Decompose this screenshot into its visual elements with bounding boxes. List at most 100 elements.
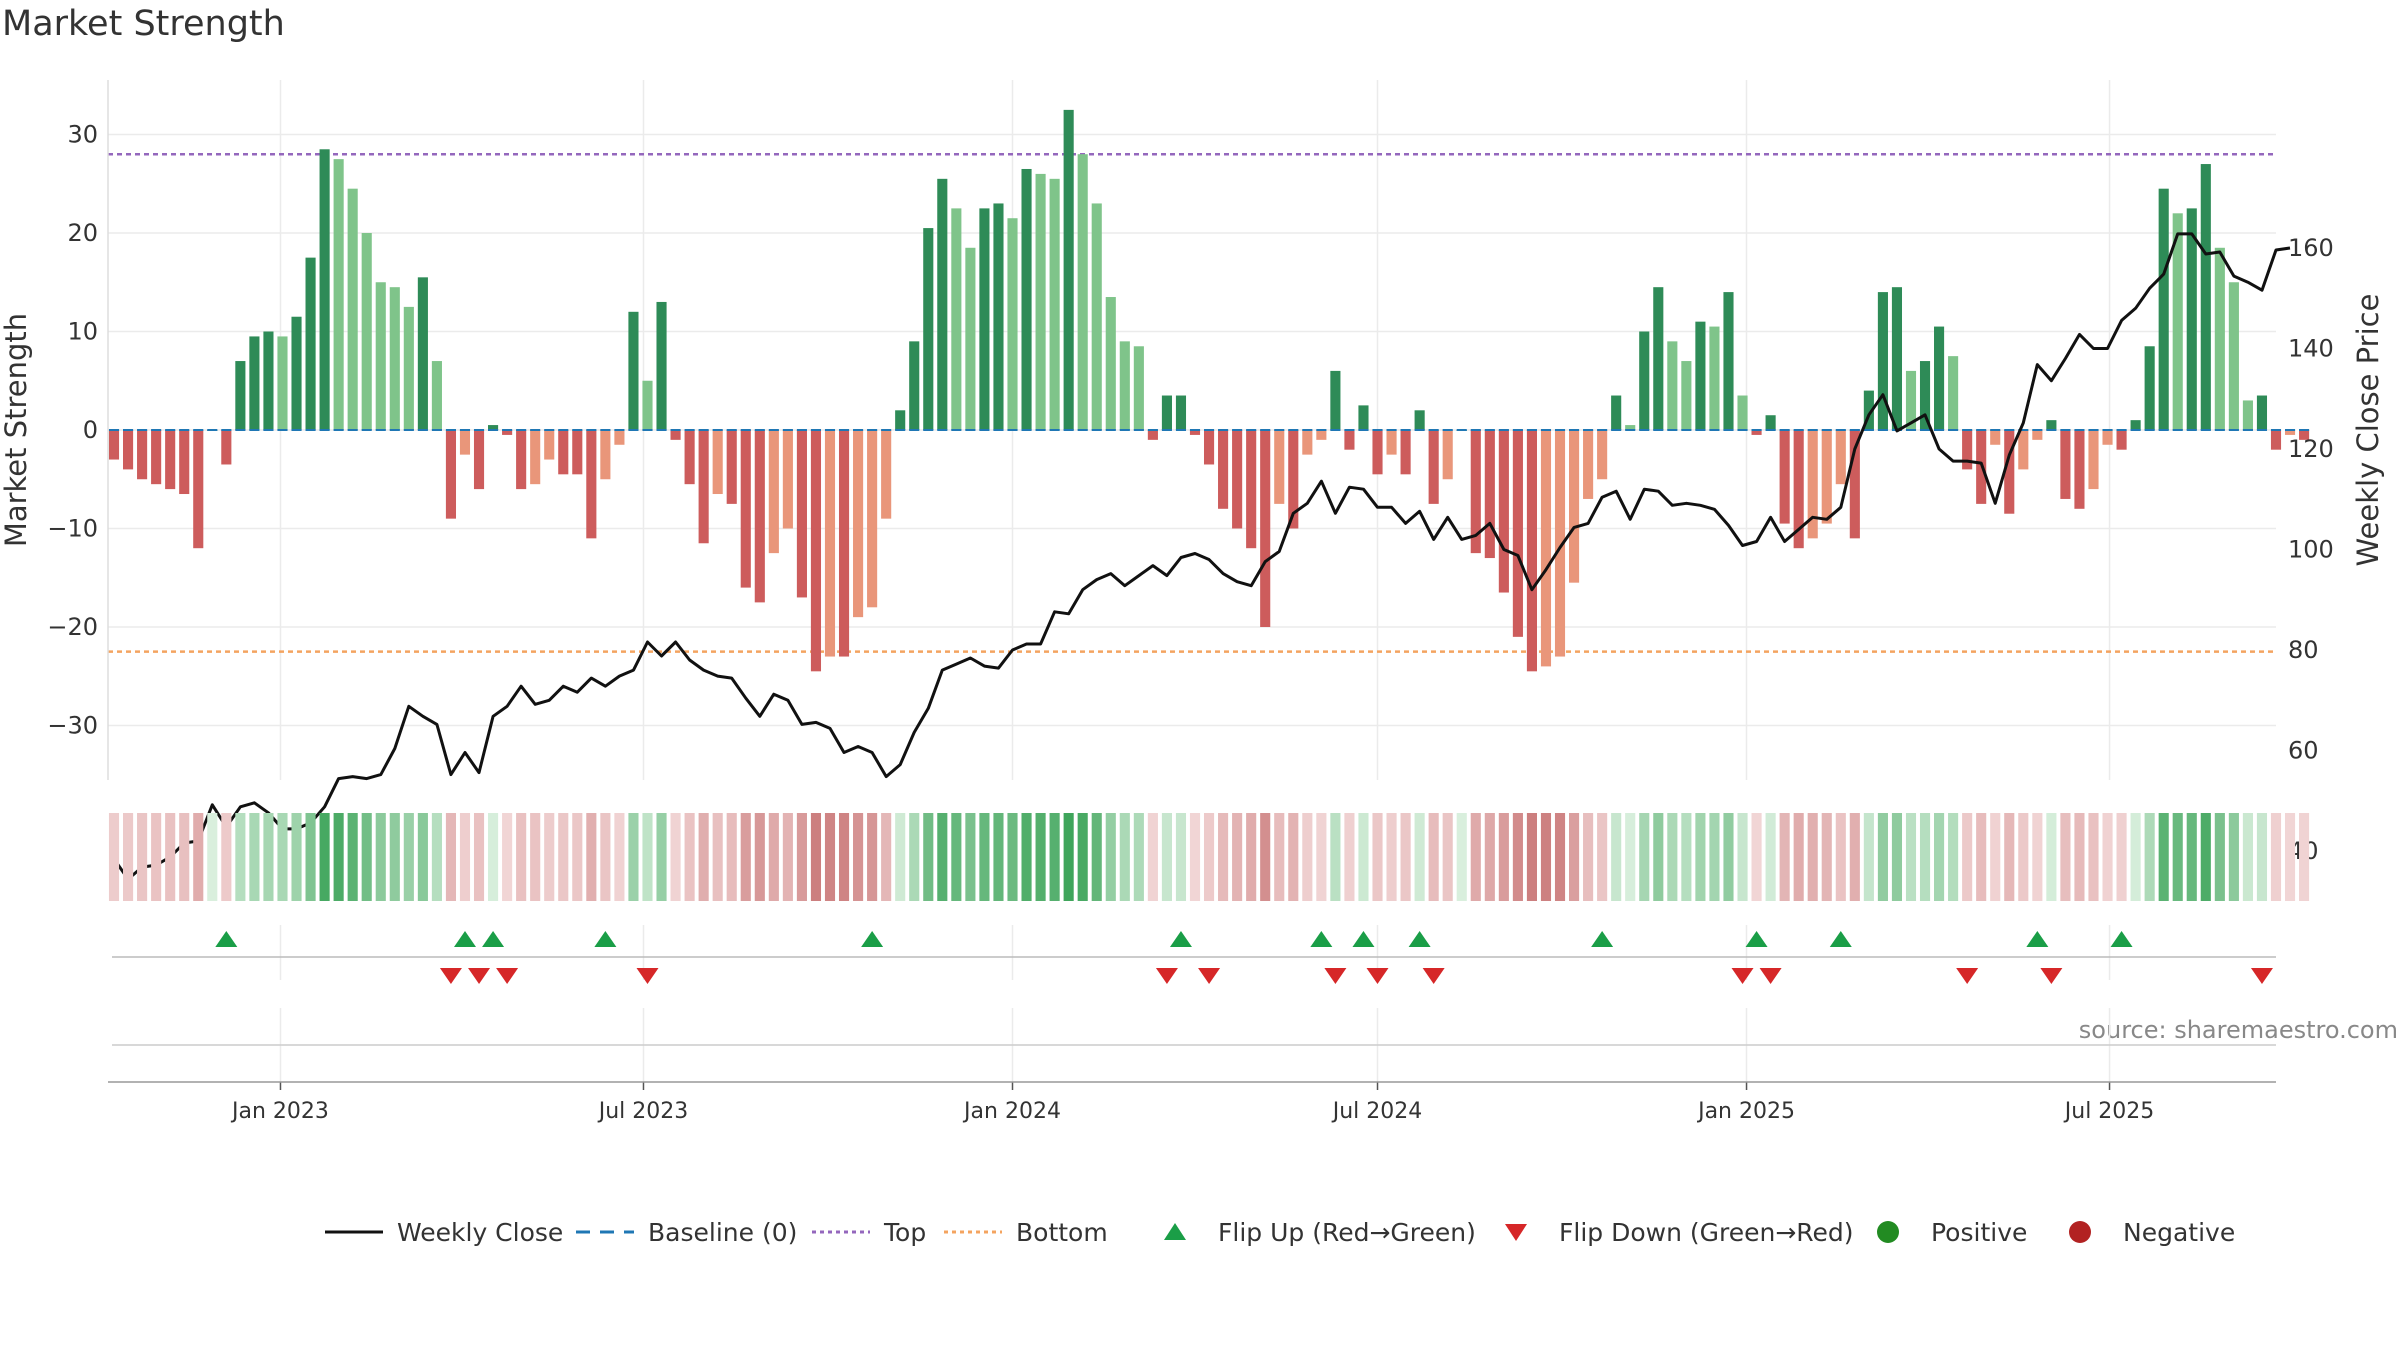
flip-down-marker	[636, 968, 659, 984]
strength-bar	[277, 336, 288, 431]
strength-bar	[1863, 390, 1874, 430]
y2-tick-label: 140	[2288, 335, 2334, 363]
flip-down-marker	[1324, 968, 1347, 984]
heat-strip-cell	[979, 813, 990, 901]
flip-down-marker	[1759, 968, 1782, 984]
strength-bar	[1344, 430, 1355, 450]
heat-strip-cell	[1695, 813, 1706, 901]
strength-bar	[1709, 326, 1720, 430]
strength-bar	[1091, 203, 1102, 430]
heat-strip-cell	[361, 813, 372, 901]
strength-bar	[2214, 247, 2225, 430]
heat-strip-cell	[923, 813, 934, 901]
flip-up-marker	[2026, 931, 2049, 947]
heat-strip-cell	[2200, 813, 2211, 901]
grid-layer	[108, 80, 2276, 1082]
heat-strip-cell	[1639, 813, 1650, 901]
strength-bar	[459, 430, 471, 455]
heat-strip-cell	[853, 813, 864, 901]
strength-bar	[684, 430, 695, 485]
legend-label: Baseline (0)	[648, 1218, 797, 1247]
strength-bar	[1962, 430, 1973, 470]
heat-strip-cell	[1723, 813, 1734, 901]
strength-bar	[1681, 361, 1692, 430]
strength-bar	[656, 301, 667, 430]
heat-strip-cell	[838, 813, 850, 901]
strength-bar	[1330, 370, 1341, 430]
heat-strip-cell	[1414, 813, 1425, 901]
flip-up-marker	[1408, 931, 1431, 947]
heat-strip-cell	[502, 813, 513, 901]
heat-strip-cell	[1372, 813, 1383, 901]
strength-bar	[1611, 395, 1622, 430]
legend-swatch-dot	[2069, 1221, 2091, 1243]
strength-bar	[937, 178, 948, 430]
heat-strip-cell	[137, 813, 148, 901]
heat-strip-cell	[2158, 813, 2169, 901]
strength-bar	[1035, 173, 1046, 430]
heat-strip	[108, 813, 2310, 901]
heat-strip-cell	[249, 813, 260, 901]
heat-strip-cell	[586, 813, 597, 901]
heat-strip-cell	[417, 813, 428, 901]
heat-strip-cell	[1569, 813, 1580, 901]
axes: −30 −20 −10 0 10 20 30 Jan 2023 Jul 2023 Jan 2024…	[0, 80, 2385, 1124]
flip-up-marker	[1591, 931, 1614, 947]
heat-strip-cell	[1274, 813, 1285, 901]
heat-strip-cell	[1218, 813, 1229, 901]
heat-strip-cell	[1498, 813, 1509, 901]
heat-strip-cell	[445, 813, 457, 901]
legend-swatch-tri-up	[1164, 1223, 1186, 1240]
strength-bar	[1723, 292, 1734, 430]
strength-bar	[1133, 346, 1144, 430]
heat-strip-cell	[1442, 813, 1453, 901]
heat-strip-cell	[642, 813, 653, 901]
legend-item: Bottom	[944, 1218, 1108, 1247]
strength-bar	[1807, 430, 1818, 539]
heat-strip-cell	[277, 813, 288, 901]
heat-strip-cell	[782, 813, 793, 901]
strength-bar	[473, 430, 485, 490]
heat-strip-cell	[993, 813, 1004, 901]
strength-bar	[993, 203, 1004, 430]
heat-strip-cell	[1583, 813, 1594, 901]
strength-bar	[2074, 430, 2085, 509]
flip-down-marker	[439, 968, 462, 984]
legend-label: Top	[883, 1218, 926, 1247]
strength-bar	[642, 380, 653, 430]
strength-bar	[1540, 430, 1552, 667]
strength-bar	[165, 430, 176, 490]
heat-strip-cell	[726, 813, 737, 901]
flip-up-marker	[1169, 931, 1192, 947]
flip-down-marker	[1366, 968, 1389, 984]
strength-bar	[151, 430, 162, 485]
strength-bar	[1653, 287, 1664, 430]
heat-strip-cell	[375, 813, 386, 901]
strength-bar	[1793, 430, 1804, 549]
strength-bar	[263, 331, 274, 430]
strength-bar	[375, 282, 386, 430]
heat-strip-cell	[740, 813, 751, 901]
strength-bar	[137, 430, 148, 480]
strength-bar	[2032, 430, 2043, 440]
legend: Weekly Close Baseline (0) Top Bottom Flip Up…	[325, 1218, 2235, 1247]
strength-bar	[1695, 321, 1706, 430]
heat-strip-cell	[1077, 813, 1088, 901]
strength-bar	[909, 341, 920, 430]
heat-strip-cell	[221, 813, 232, 901]
y2-tick-label: 100	[2288, 536, 2334, 564]
heat-strip-cell	[614, 813, 625, 901]
heat-strip-cell	[2074, 813, 2085, 901]
strength-bar	[1232, 430, 1243, 529]
heat-strip-cell	[1821, 813, 1832, 901]
strength-bar	[628, 311, 639, 430]
heat-strip-cell	[867, 813, 878, 901]
heat-strip-cell	[824, 813, 836, 901]
strength-bar	[1835, 430, 1846, 485]
heat-strip-cell	[2172, 813, 2183, 901]
heat-strip-cell	[712, 813, 723, 901]
legend-item: Positive	[1877, 1218, 2027, 1247]
heat-strip-cell	[1905, 813, 1917, 901]
strength-bar	[235, 361, 246, 430]
strength-bar	[2242, 400, 2253, 430]
